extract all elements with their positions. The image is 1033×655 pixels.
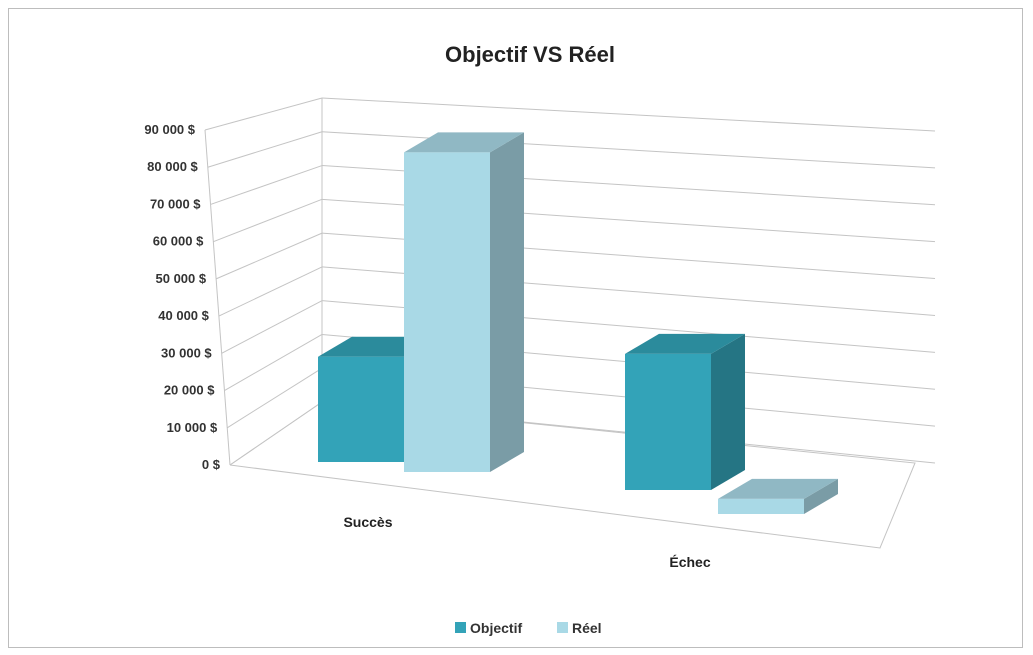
bar-rel-succes (404, 132, 524, 472)
bar-front (404, 152, 490, 472)
gridline-side (218, 266, 323, 317)
legend: Objectif Réel (455, 620, 602, 636)
gridline-side (210, 165, 323, 205)
bar-side (711, 333, 745, 490)
bar-objectif-echec (625, 333, 745, 490)
y-tick-label: 80 000 $ (147, 159, 198, 174)
bar-side (804, 478, 838, 514)
bar-top (625, 333, 745, 354)
gridline-side (221, 300, 323, 354)
bar-front (718, 498, 804, 514)
gridline-side (207, 131, 323, 168)
gridline-side (229, 401, 323, 466)
y-tick-label: 90 000 $ (144, 122, 195, 137)
y-tick-label: 40 000 $ (158, 308, 209, 323)
legend-swatch-reel (557, 622, 568, 633)
x-category-label: Succès (343, 514, 392, 530)
y-tick-label: 70 000 $ (150, 196, 201, 211)
chart-title: Objectif VS Réel (445, 42, 615, 67)
gridline-side (224, 334, 323, 391)
y-tick-label: 10 000 $ (167, 420, 218, 435)
y-tick-label: 30 000 $ (161, 345, 212, 360)
bar-top (718, 478, 838, 499)
x-axis-categories: Succès Échec (343, 514, 710, 570)
x-category-label: Échec (669, 554, 710, 570)
gridline-back (321, 131, 936, 169)
gridline-side (204, 97, 323, 131)
legend-swatch-objectif (455, 622, 466, 633)
gridline-side (226, 367, 323, 429)
bar-top (404, 132, 524, 153)
y-tick-label: 50 000 $ (156, 271, 207, 286)
gridline-side (213, 198, 323, 243)
legend-label-reel: Réel (572, 620, 602, 636)
y-tick-label: 60 000 $ (153, 234, 204, 249)
y-tick-label: 0 $ (202, 457, 221, 472)
bar-rel-echec (718, 478, 838, 514)
bars (318, 132, 838, 514)
y-axis-ticks: 0 $ 10 000 $ 20 000 $ 30 000 $ 40 000 $ 50 00… (144, 122, 220, 472)
gridlines (204, 97, 936, 466)
gridline-back (321, 97, 936, 132)
side-wall-edge (204, 129, 231, 466)
bar-front (318, 356, 404, 462)
y-tick-label: 20 000 $ (164, 383, 215, 398)
gridline-side (215, 232, 323, 280)
bar-side (490, 132, 524, 472)
legend-label-objectif: Objectif (470, 620, 522, 636)
bar-front (625, 353, 711, 490)
